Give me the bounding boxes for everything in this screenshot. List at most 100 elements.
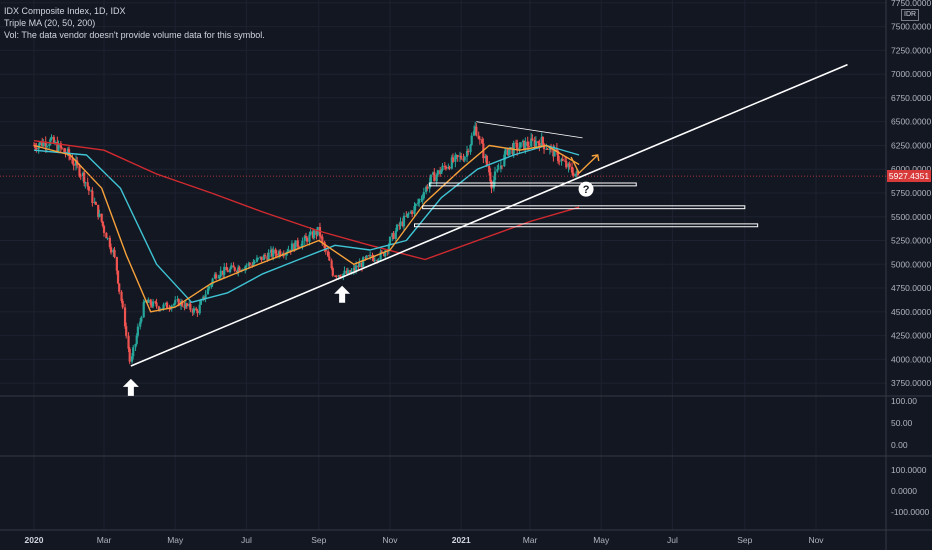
ma50-line bbox=[33, 144, 580, 303]
candle-body bbox=[352, 268, 355, 271]
candle-body bbox=[538, 142, 541, 147]
candle-body bbox=[49, 139, 52, 145]
candle-body bbox=[225, 266, 228, 271]
volume-note: Vol: The data vendor doesn't provide vol… bbox=[4, 30, 265, 40]
candle-body bbox=[306, 237, 309, 242]
candle-body bbox=[206, 288, 210, 295]
candle-body bbox=[301, 240, 304, 247]
candle-body bbox=[439, 170, 442, 174]
candle-body bbox=[309, 231, 312, 235]
candle-body bbox=[321, 236, 324, 243]
up-arrow-icon bbox=[334, 285, 351, 303]
candle-body bbox=[518, 147, 521, 151]
candle-body bbox=[470, 135, 473, 145]
candle-body bbox=[324, 248, 327, 252]
candle-body bbox=[337, 275, 340, 277]
candle-body bbox=[568, 163, 571, 167]
candle-body bbox=[296, 240, 299, 247]
candle-body bbox=[422, 192, 425, 199]
candle-body bbox=[345, 270, 348, 274]
symbol-title: IDX Composite Index, 1D, IDX bbox=[4, 6, 126, 16]
candle-body bbox=[289, 249, 292, 252]
candle-body bbox=[545, 149, 548, 150]
candle-body bbox=[432, 172, 435, 175]
candle-body bbox=[233, 267, 236, 271]
candle-body bbox=[238, 267, 241, 271]
candle-body bbox=[353, 268, 357, 271]
candle-body bbox=[294, 240, 297, 251]
candle-body bbox=[463, 156, 466, 161]
candle-body bbox=[574, 173, 577, 177]
candle-body bbox=[308, 234, 311, 242]
candle-body bbox=[255, 258, 259, 262]
candle-body bbox=[411, 211, 414, 214]
x-tick-label: Mar bbox=[97, 535, 112, 545]
candle-body bbox=[81, 172, 85, 177]
candle-body bbox=[391, 233, 394, 238]
candle-body bbox=[143, 301, 146, 303]
candle-body bbox=[384, 250, 387, 256]
candle-body bbox=[475, 126, 478, 136]
candle-body bbox=[176, 299, 179, 301]
candle-body bbox=[271, 249, 274, 257]
trendline bbox=[130, 63, 848, 367]
candle-body bbox=[202, 296, 205, 301]
candle-body bbox=[83, 172, 86, 184]
candle-body bbox=[383, 252, 386, 256]
candle-body bbox=[516, 143, 519, 151]
candle-body bbox=[48, 144, 51, 146]
candle-body bbox=[451, 157, 455, 162]
candle-body bbox=[262, 255, 266, 261]
candle-body bbox=[477, 135, 480, 139]
x-tick-label: 2020 bbox=[25, 535, 44, 545]
candle-body bbox=[546, 149, 549, 150]
candle-body bbox=[342, 273, 345, 278]
candle-body bbox=[555, 148, 558, 152]
candle-body bbox=[399, 221, 402, 226]
candle-body bbox=[458, 155, 462, 157]
candle-body bbox=[467, 151, 470, 153]
candle-body bbox=[388, 237, 392, 245]
candle-body bbox=[93, 202, 96, 203]
candle-body bbox=[489, 172, 492, 182]
candle-body bbox=[561, 159, 564, 161]
candle-body bbox=[478, 138, 481, 140]
indicator-label[interactable]: Triple MA (20, 50, 200) bbox=[4, 18, 96, 28]
candle-body bbox=[181, 301, 184, 306]
candle-body bbox=[121, 300, 124, 308]
projection-arrow bbox=[570, 154, 599, 175]
candle-body bbox=[358, 262, 361, 268]
candle-body bbox=[118, 283, 121, 292]
candle-body bbox=[287, 249, 290, 253]
candle-body bbox=[394, 230, 397, 239]
candle-body bbox=[52, 136, 55, 144]
candle-body bbox=[147, 299, 150, 303]
candle-body bbox=[460, 155, 463, 159]
candle-body bbox=[560, 159, 563, 162]
candle-body bbox=[230, 265, 233, 269]
candle-body bbox=[172, 303, 176, 306]
candle-body bbox=[448, 166, 451, 169]
candle-body bbox=[60, 147, 64, 149]
candle-body bbox=[297, 246, 301, 248]
candle-body bbox=[185, 303, 188, 307]
candle-body bbox=[140, 317, 143, 322]
candle-body bbox=[97, 204, 100, 217]
candle-body bbox=[189, 303, 192, 310]
candle-body bbox=[421, 198, 424, 200]
candle-body bbox=[556, 151, 560, 161]
candle-body bbox=[184, 303, 187, 308]
candle-body bbox=[490, 181, 493, 189]
y-tick-label: 6000.0000 bbox=[891, 164, 931, 174]
candle-body bbox=[303, 236, 306, 241]
candle-body bbox=[101, 221, 104, 227]
candle-body bbox=[183, 305, 186, 308]
candle-body bbox=[252, 263, 255, 266]
ma20-line bbox=[33, 144, 580, 313]
candle-body bbox=[534, 141, 537, 147]
candle-body bbox=[425, 186, 428, 193]
candle-body bbox=[253, 261, 256, 264]
pane2-tick-label: -100.0000 bbox=[891, 507, 930, 517]
